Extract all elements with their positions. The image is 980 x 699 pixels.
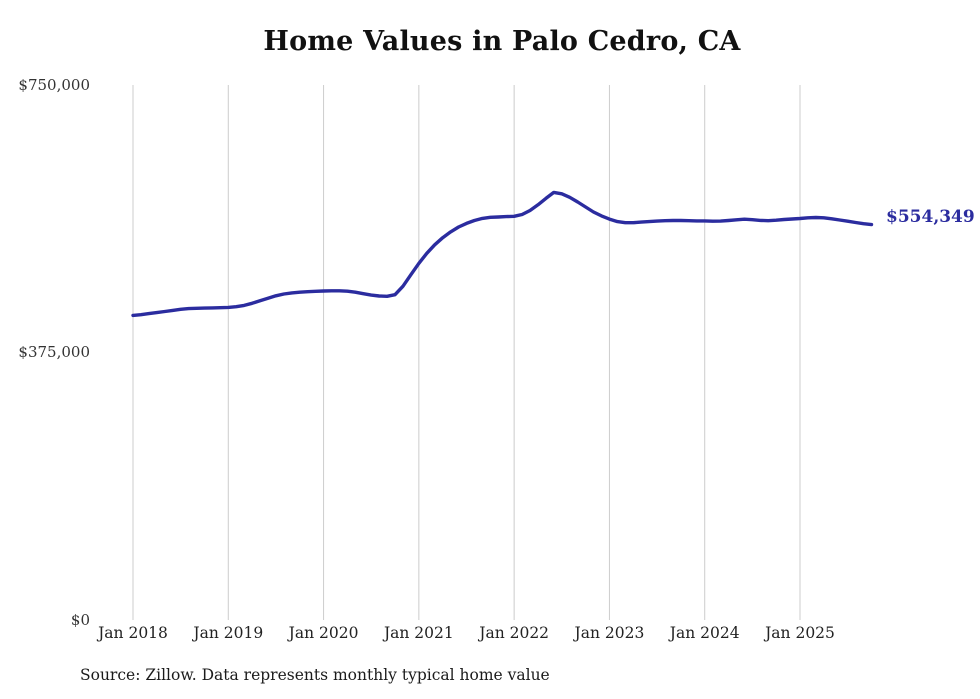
- x-axis-tick-label: Jan 2022: [479, 624, 550, 642]
- x-axis-tick-label: Jan 2025: [765, 624, 835, 642]
- home-value-line: [131, 190, 874, 318]
- x-axis-tick-label: Jan 2021: [383, 624, 454, 642]
- x-axis-tick-label: Jan 2024: [669, 624, 740, 642]
- latest-value-label: $554,349: [886, 207, 975, 227]
- y-axis-label-750000: $750,000: [18, 76, 90, 94]
- chart-title: Home Values in Palo Cedro, CA: [263, 26, 741, 57]
- vertical-gridlines: [132, 85, 801, 620]
- x-axis-tick-label: Jan 2019: [193, 624, 264, 642]
- source-note: Source: Zillow. Data represents monthly …: [80, 666, 550, 684]
- y-axis-label-0: $0: [70, 611, 90, 629]
- x-axis-tick-label: Jan 2023: [574, 624, 645, 642]
- y-axis-label-375000: $375,000: [18, 343, 90, 361]
- x-axis-tick-label: Jan 2018: [98, 624, 168, 642]
- x-axis-tick-label: Jan 2020: [288, 624, 359, 642]
